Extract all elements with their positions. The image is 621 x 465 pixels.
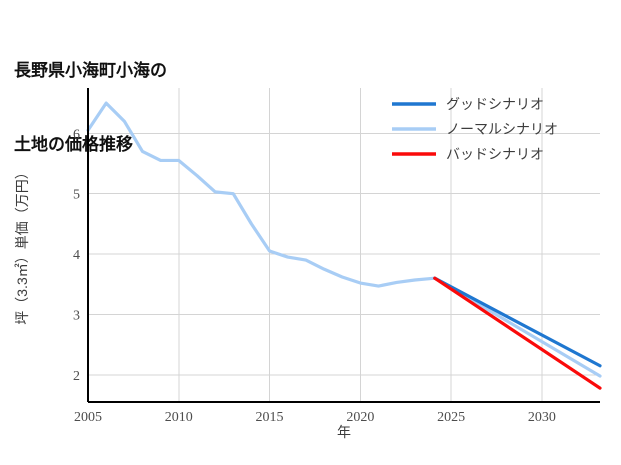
x-tick-label: 2015 [256, 410, 284, 425]
series-group [86, 101, 602, 390]
series-line-バッドシナリオ [433, 276, 602, 390]
gridlines-group [87, 88, 600, 402]
x-tick-label: 2025 [437, 410, 465, 425]
y-tick-label: 3 [73, 308, 80, 323]
series-line-ノーマルシナリオ [86, 101, 602, 378]
x-tick-label: 2030 [528, 410, 556, 425]
x-tick-label: 2005 [74, 410, 102, 425]
series-line-グッドシナリオ [433, 276, 602, 368]
y-tick-label: 6 [73, 127, 80, 142]
legend-label: ノーマルシナリオ [446, 123, 558, 138]
legend-label: グッドシナリオ [446, 97, 544, 113]
y-axis-label: 坪（3.3㎡）単価（万円） [14, 165, 30, 324]
y-tick-label: 4 [73, 248, 80, 263]
y-tick-labels: 2 3 4 5 6 [73, 127, 80, 384]
x-tick-label: 2020 [346, 410, 374, 425]
x-tick-label: 2010 [165, 410, 193, 425]
y-tick-label: 5 [73, 188, 80, 203]
legend-label: バッドシナリオ [446, 148, 544, 163]
x-axis-label: 年 [337, 424, 351, 440]
chart-title-line-2: 土地の価格推移 [14, 135, 133, 155]
chart-title-line-1: 長野県小海町小海の [14, 61, 167, 81]
page-title: 長野県小海町小海の 土地の価格推移 [14, 10, 167, 207]
axis-spines [86, 88, 600, 404]
y-tick-label: 2 [73, 369, 80, 384]
x-tick-labels: 2005 2010 2015 2020 2025 2030 [74, 410, 556, 425]
